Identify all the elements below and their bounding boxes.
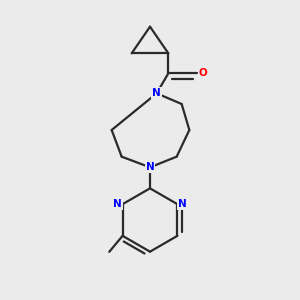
Text: N: N: [113, 199, 122, 209]
Text: O: O: [199, 68, 208, 78]
Text: N: N: [152, 88, 161, 98]
Text: N: N: [178, 199, 187, 209]
Text: N: N: [146, 162, 154, 172]
